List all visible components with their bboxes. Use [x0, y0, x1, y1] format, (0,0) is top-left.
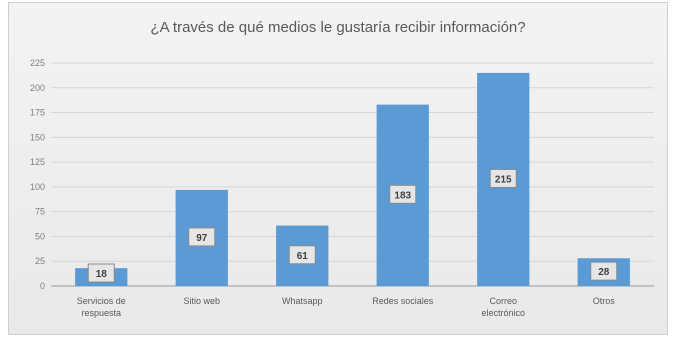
- x-tick-label: Redes sociales: [372, 296, 434, 306]
- data-label: 18: [96, 269, 108, 280]
- data-label: 61: [297, 251, 309, 262]
- x-tick-label: Servicios de respuesta: [77, 296, 126, 318]
- chart-title: ¿A través de qué medios le gustaría reci…: [150, 19, 526, 36]
- data-label: 183: [394, 190, 411, 201]
- y-tick-label: 100: [30, 182, 45, 192]
- x-tick-label: Correo electrónico: [481, 296, 525, 318]
- y-tick-label: 200: [30, 83, 45, 93]
- data-label: 215: [495, 174, 512, 185]
- y-tick-label: 75: [35, 207, 45, 217]
- chart-frame: ¿A través de qué medios le gustaría reci…: [8, 2, 668, 335]
- x-tick-label: Sitio web: [183, 296, 220, 306]
- y-tick-label: 25: [35, 256, 45, 266]
- grid-lines: [51, 62, 654, 287]
- y-tick-label: 225: [30, 58, 45, 68]
- y-tick-label: 175: [30, 108, 45, 118]
- x-axis-labels: Servicios de respuesta Sitio web Whatsapp Re…: [77, 296, 616, 318]
- data-label-box: [489, 168, 517, 188]
- data-label-box: [590, 261, 618, 281]
- y-tick-label: 125: [30, 157, 45, 167]
- data-label: 97: [196, 233, 208, 244]
- y-tick-label: 0: [40, 281, 45, 291]
- y-tick-label: 150: [30, 132, 45, 142]
- data-label-box: [288, 245, 316, 265]
- x-tick-label: Whatsapp: [282, 296, 323, 306]
- data-label-box: [389, 184, 417, 204]
- data-label: 28: [598, 267, 610, 278]
- y-axis-ticks: 0 25 50 75 100 125 150 175 200 225: [30, 58, 45, 291]
- y-tick-label: 50: [35, 231, 45, 241]
- bar-chart: 0 25 50 75 100 125 150 175 200 225 18 97 61 183 215 28…: [30, 58, 654, 318]
- data-label-box: [188, 227, 216, 247]
- x-tick-label: Otros: [593, 296, 616, 306]
- data-label-box: [87, 263, 115, 283]
- bars: 18 97 61 183 215 28: [75, 72, 630, 287]
